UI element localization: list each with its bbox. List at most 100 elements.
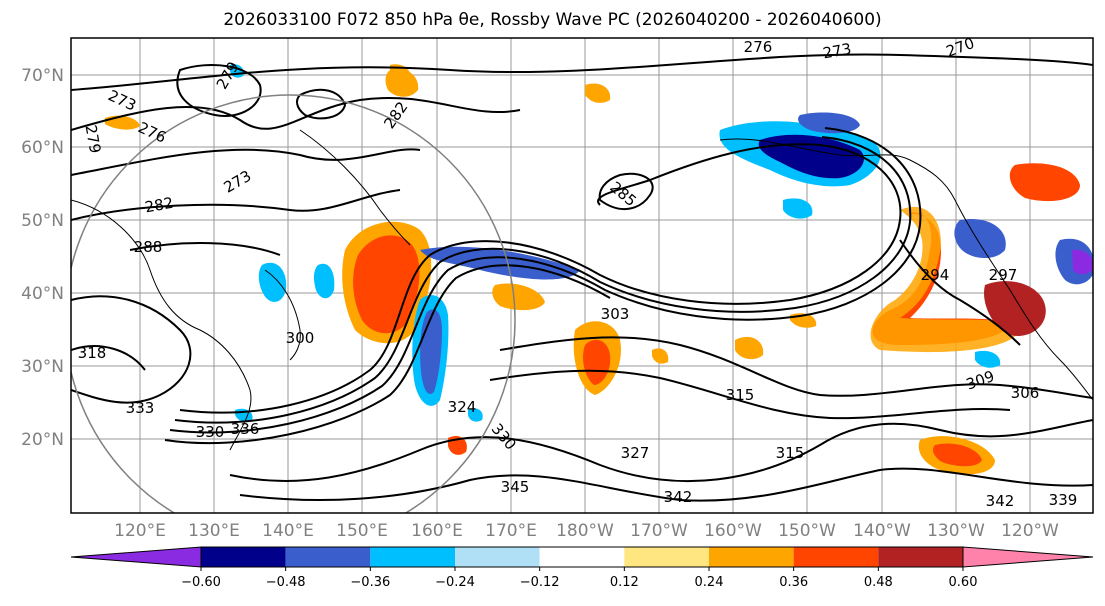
contour-label: 306 [1011, 384, 1040, 402]
negative-anomaly-japan [258, 262, 287, 302]
negative-anomaly-se-pacific [975, 350, 1001, 368]
colorbar-tick-label: −0.60 [181, 575, 221, 590]
coastline-japan [264, 269, 301, 361]
longitude-label: 180°W [556, 521, 614, 541]
contour-label: 276 [744, 38, 773, 56]
colorbar-tick-label: 0.60 [949, 575, 978, 590]
theta-e-contours [71, 53, 1093, 502]
colorbar-tick-label: −0.48 [266, 575, 306, 590]
colorbar-bin [370, 547, 455, 567]
negative-anomaly-small-2 [468, 408, 483, 422]
contour-line [169, 127, 922, 434]
longitude-label: 140°W [853, 521, 911, 541]
coastlines [71, 129, 1093, 451]
contour-label: 303 [601, 305, 630, 323]
colorbar-bin [878, 547, 963, 567]
positive-anomaly-small-5 [735, 336, 764, 360]
longitude-label: 140°E [262, 521, 314, 541]
contour-label: 342 [986, 492, 1015, 510]
contour-line [239, 467, 1093, 502]
contour-label: 279 [82, 123, 105, 154]
contour-label: 327 [621, 444, 650, 462]
contour-line [229, 419, 1093, 483]
contour-line [71, 189, 401, 221]
latitude-label: 30°N [21, 357, 64, 377]
contour-label: 318 [78, 344, 107, 362]
contour-label: 342 [664, 488, 693, 506]
longitude-label: 130°E [188, 521, 240, 541]
coastline-alaska [719, 138, 956, 201]
positive-anomaly-east-pacific [1009, 163, 1080, 202]
latitude-label: 50°N [21, 211, 64, 231]
contour-line [174, 136, 912, 424]
colorbar-bin [285, 547, 371, 567]
contour-line [899, 239, 1021, 346]
negative-anomaly-japan-2 [313, 263, 335, 299]
map-content [71, 38, 1093, 513]
contour-line [296, 88, 347, 120]
colorbar-frame [200, 546, 964, 568]
colorbar-bin [793, 547, 879, 567]
positive-anomaly-kamchatka-core [353, 235, 420, 334]
latitude-labels: 70°N 60°N 50°N 40°N 30°N 20°N [21, 66, 64, 450]
longitude-label: 170°E [485, 521, 537, 541]
coastline-kamchatka [299, 129, 411, 246]
longitude-label: 150°W [778, 521, 836, 541]
contour-line [71, 148, 421, 176]
contour-label: 345 [501, 478, 530, 496]
contour-label: 324 [448, 398, 477, 416]
negative-anomaly-north [798, 112, 860, 134]
contour-label: 273 [821, 40, 852, 63]
contour-line [598, 172, 654, 210]
positive-anomaly-aleutian-small [492, 283, 545, 311]
contour-label: 336 [231, 420, 260, 438]
latitude-label: 20°N [21, 430, 64, 450]
longitude-label: 120°E [114, 521, 166, 541]
contour-label: 300 [286, 329, 315, 347]
contour-line [71, 53, 1093, 91]
contour-label: 330 [196, 423, 225, 441]
coastline-asia [71, 199, 252, 451]
longitude-label: 130°W [927, 521, 985, 541]
longitude-label: 170°W [630, 521, 688, 541]
positive-anomaly-central-core [583, 339, 611, 385]
contour-line [164, 264, 611, 445]
colorbar-bin [201, 547, 286, 567]
colorbar-bin [539, 547, 625, 567]
colorbar-tick-label: 0.24 [695, 575, 724, 590]
contour-label: 315 [776, 444, 805, 462]
contour-line [176, 64, 262, 117]
anomaly-shading [105, 64, 1093, 475]
longitude-label: 160°E [411, 521, 463, 541]
colorbar-tick-label: −0.24 [435, 575, 475, 590]
contour-label: 282 [143, 194, 174, 217]
map-title: 2026033100 F072 850 hPa θe, Rossby Wave … [223, 10, 882, 30]
colorbar-extend-high [962, 546, 1094, 568]
coastline-north-america [954, 199, 1093, 401]
negative-anomaly-west-coast [954, 219, 1006, 259]
negative-anomaly-wave-band [420, 246, 580, 280]
colorbar-bin [455, 547, 540, 567]
contour-line [71, 96, 521, 131]
colorbar-tick-label: 0.36 [779, 575, 808, 590]
contour-line [71, 345, 146, 371]
positive-anomaly-north-3 [585, 83, 611, 103]
contour-label: 339 [1049, 491, 1078, 509]
longitude-label: 120°W [1001, 521, 1059, 541]
colorbar-tick-label: 0.48 [864, 575, 893, 590]
longitude-label: 150°E [336, 521, 388, 541]
contour-line [129, 242, 281, 256]
colorbar-tick-label: −0.36 [350, 575, 390, 590]
colorbar-bin [709, 547, 794, 567]
map-frame [70, 37, 1094, 514]
positive-anomaly-southeast-core [932, 443, 982, 467]
contour-label: 297 [989, 266, 1018, 284]
colorbar-tick-label: −0.12 [520, 575, 560, 590]
positive-anomaly-small-7 [652, 348, 669, 364]
colorbar: −0.60 −0.48 −0.36 −0.24 −0.12 0.12 0.24 0.36 0.4… [70, 546, 1094, 590]
contour-line [489, 369, 1011, 420]
reference-circle [71, 94, 516, 513]
contour-label: 333 [126, 399, 155, 417]
latitude-label: 70°N [21, 66, 64, 86]
